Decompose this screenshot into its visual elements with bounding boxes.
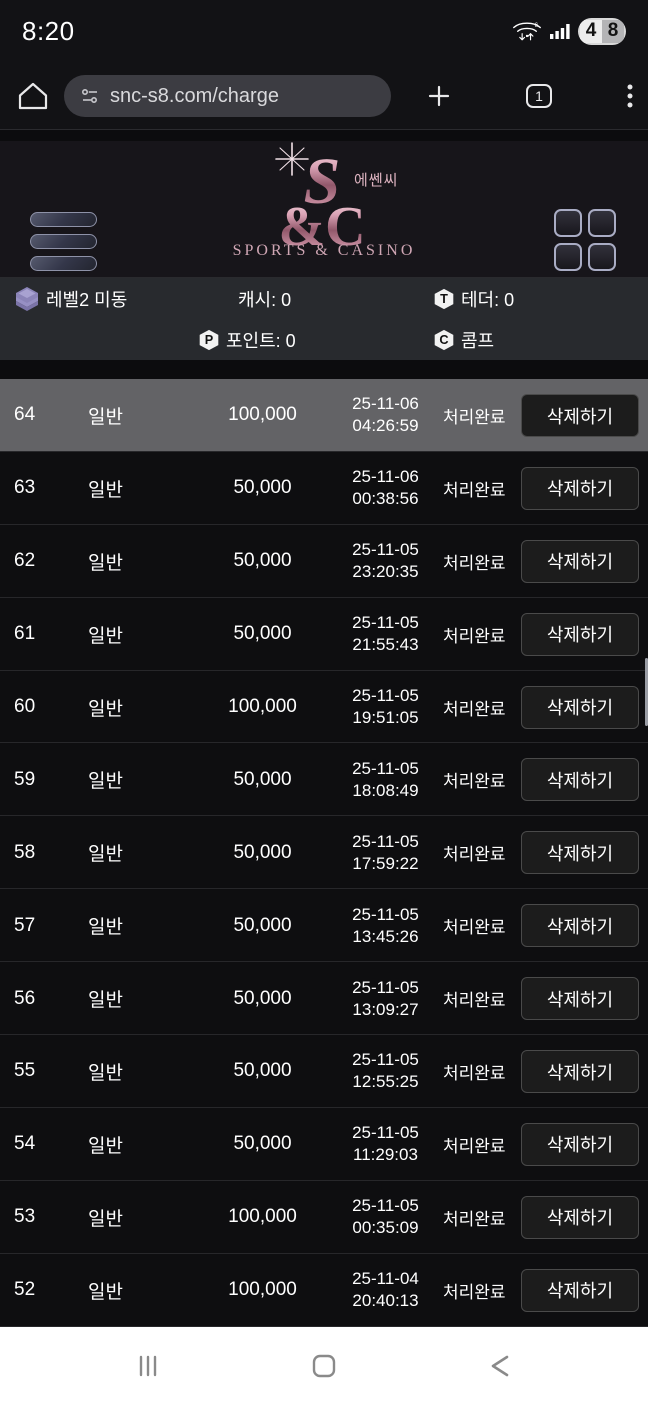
svg-text:T: T (440, 292, 448, 306)
svg-text:P: P (205, 333, 214, 347)
svg-text:6: 6 (535, 22, 539, 29)
svg-text:1: 1 (535, 88, 543, 104)
svg-text:에쎈씨: 에쎈씨 (354, 172, 398, 189)
svg-text:C: C (439, 333, 448, 347)
